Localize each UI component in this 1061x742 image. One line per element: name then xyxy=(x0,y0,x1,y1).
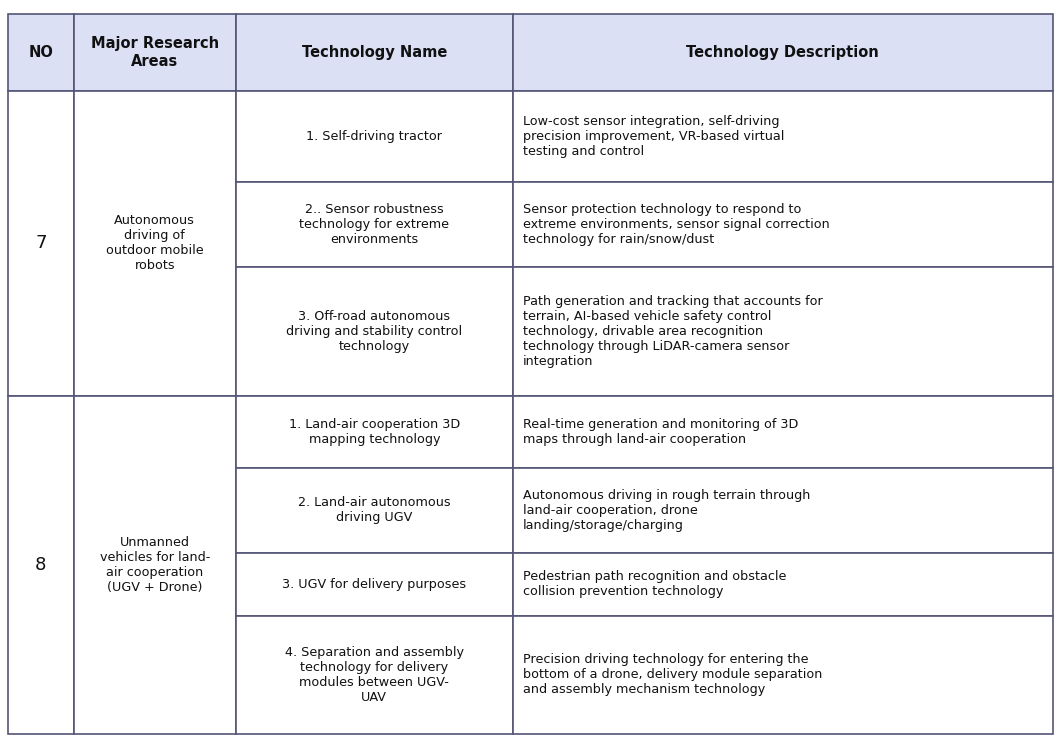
Bar xyxy=(236,183,512,267)
Text: Technology Description: Technology Description xyxy=(686,45,880,60)
Text: 1. Land-air cooperation 3D
mapping technology: 1. Land-air cooperation 3D mapping techn… xyxy=(289,418,459,446)
Text: Technology Name: Technology Name xyxy=(301,45,447,60)
Text: Low-cost sensor integration, self-driving
precision improvement, VR-based virtua: Low-cost sensor integration, self-drivin… xyxy=(523,115,784,158)
Text: 4. Separation and assembly
technology for delivery
modules between UGV-
UAV: 4. Separation and assembly technology fo… xyxy=(284,646,464,704)
Text: Path generation and tracking that accounts for
terrain, AI-based vehicle safety : Path generation and tracking that accoun… xyxy=(523,295,822,368)
Text: 3. UGV for delivery purposes: 3. UGV for delivery purposes xyxy=(282,578,467,591)
Text: Autonomous
driving of
outdoor mobile
robots: Autonomous driving of outdoor mobile rob… xyxy=(106,214,204,272)
Text: Major Research
Areas: Major Research Areas xyxy=(91,36,219,69)
Bar xyxy=(512,553,1053,616)
Text: Unmanned
vehicles for land-
air cooperation
(UGV + Drone): Unmanned vehicles for land- air cooperat… xyxy=(100,536,210,594)
Bar xyxy=(512,467,1053,553)
Bar xyxy=(512,616,1053,734)
Bar xyxy=(512,14,1053,91)
Bar xyxy=(74,14,236,91)
Text: Sensor protection technology to respond to
extreme environments, sensor signal c: Sensor protection technology to respond … xyxy=(523,203,830,246)
Text: 3. Off-road autonomous
driving and stability control
technology: 3. Off-road autonomous driving and stabi… xyxy=(286,310,463,353)
Bar xyxy=(512,91,1053,183)
Bar xyxy=(74,395,236,734)
Text: 2. Land-air autonomous
driving UGV: 2. Land-air autonomous driving UGV xyxy=(298,496,451,524)
Text: Precision driving technology for entering the
bottom of a drone, delivery module: Precision driving technology for enterin… xyxy=(523,654,822,697)
Text: 7: 7 xyxy=(35,234,47,252)
Bar xyxy=(512,267,1053,395)
Text: NO: NO xyxy=(29,45,53,60)
Bar xyxy=(236,553,512,616)
Bar xyxy=(236,616,512,734)
Bar xyxy=(74,91,236,395)
Text: Real-time generation and monitoring of 3D
maps through land-air cooperation: Real-time generation and monitoring of 3… xyxy=(523,418,798,446)
Bar xyxy=(236,467,512,553)
Text: Autonomous driving in rough terrain through
land-air cooperation, drone
landing/: Autonomous driving in rough terrain thro… xyxy=(523,488,811,531)
Bar xyxy=(236,91,512,183)
Bar xyxy=(512,395,1053,467)
Bar xyxy=(236,267,512,395)
Bar xyxy=(8,14,74,91)
Bar xyxy=(8,91,74,395)
Bar xyxy=(512,183,1053,267)
Text: 8: 8 xyxy=(35,556,47,574)
Text: 1. Self-driving tractor: 1. Self-driving tractor xyxy=(307,131,442,143)
Bar xyxy=(236,395,512,467)
Text: Pedestrian path recognition and obstacle
collision prevention technology: Pedestrian path recognition and obstacle… xyxy=(523,571,786,598)
Bar xyxy=(236,14,512,91)
Text: 2.. Sensor robustness
technology for extreme
environments: 2.. Sensor robustness technology for ext… xyxy=(299,203,449,246)
Bar xyxy=(8,395,74,734)
